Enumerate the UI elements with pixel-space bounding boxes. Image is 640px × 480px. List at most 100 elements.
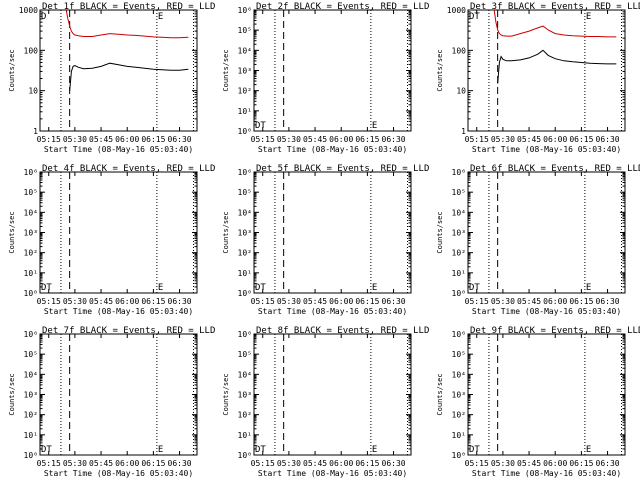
- y-axis-label: Counts/sec: [8, 211, 16, 253]
- marker-label-end: E: [372, 121, 377, 131]
- x-axis-label: Start Time (08-May-16 05:03:40): [472, 469, 621, 478]
- y-tick-label: 10⁰: [238, 451, 252, 460]
- y-tick-label: 10³: [24, 391, 38, 400]
- y-tick-label: 10⁶: [24, 330, 38, 339]
- marker-label-end: E: [586, 445, 591, 455]
- marker-label-end: E: [158, 283, 163, 293]
- y-tick-label: 10⁴: [452, 208, 466, 217]
- x-axis-label: Start Time (08-May-16 05:03:40): [472, 145, 621, 154]
- plot-title: Det 7f BLACK = Events, RED = LLD: [42, 326, 215, 336]
- y-tick-label: 10⁰: [452, 289, 466, 298]
- x-tick-label: 05:15: [251, 459, 275, 468]
- series-line-events: [497, 49, 617, 84]
- y-tick-label: 10⁶: [238, 6, 252, 15]
- x-tick-label: 05:15: [37, 135, 61, 144]
- y-tick-label: 10⁴: [238, 370, 252, 379]
- x-tick-label: 05:15: [251, 135, 275, 144]
- marker-label-start: DT: [255, 445, 266, 455]
- plot-title: Det 1f BLACK = Events, RED = LLD: [42, 2, 215, 12]
- x-tick-label: 05:15: [37, 459, 61, 468]
- x-tick-label: 05:45: [517, 135, 541, 144]
- marker-label-start: DT: [255, 283, 266, 293]
- x-tick-label: 06:30: [596, 297, 620, 306]
- detector-plot-5: Det 5f BLACK = Events, RED = LLD 10⁰ 10¹ 10…: [222, 164, 429, 316]
- y-tick-label: 10²: [238, 411, 252, 420]
- y-axis-label: Counts/sec: [222, 49, 230, 91]
- plot-title: Det 9f BLACK = Events, RED = LLD: [470, 326, 640, 336]
- y-tick-label: 10⁴: [238, 208, 252, 217]
- y-tick-label: 10⁴: [24, 370, 38, 379]
- plot-frame: [39, 333, 198, 456]
- plot-frame: [39, 171, 198, 294]
- y-tick-label: 1000: [19, 6, 38, 15]
- y-tick-label: 10⁴: [24, 208, 38, 217]
- x-tick-label: 06:00: [543, 459, 567, 468]
- plot-frame: [467, 9, 626, 132]
- x-axis-label: Start Time (08-May-16 05:03:40): [44, 145, 193, 154]
- marker-label-start: DT: [255, 121, 266, 131]
- detector-plot-6: Det 6f BLACK = Events, RED = LLD 10⁰ 10¹ 10…: [436, 164, 640, 316]
- x-tick-label: 05:45: [303, 297, 327, 306]
- x-tick-label: 06:30: [382, 297, 406, 306]
- y-tick-label: 10³: [452, 391, 466, 400]
- detector-plot-2: Det 2f BLACK = Events, RED = LLD 10⁰ 10¹ 10…: [222, 2, 429, 154]
- plot-title: Det 3f BLACK = Events, RED = LLD: [470, 2, 640, 12]
- x-tick-label: 05:30: [63, 135, 87, 144]
- y-tick-label: 10: [28, 87, 38, 96]
- x-tick-label: 05:15: [465, 135, 489, 144]
- marker-label-start: DT: [41, 283, 52, 293]
- y-tick-label: 10⁵: [238, 26, 252, 35]
- y-tick-label: 10⁰: [24, 289, 38, 298]
- y-tick-label: 10²: [24, 411, 38, 420]
- x-tick-label: 05:15: [37, 297, 61, 306]
- x-tick-label: 05:15: [465, 297, 489, 306]
- plot-title: Det 5f BLACK = Events, RED = LLD: [256, 164, 429, 174]
- marker-label-end: E: [586, 12, 591, 22]
- y-tick-label: 10⁰: [452, 451, 466, 460]
- x-tick-label: 06:15: [141, 459, 165, 468]
- y-tick-label: 10⁵: [24, 350, 38, 359]
- x-tick-label: 06:00: [329, 297, 353, 306]
- y-tick-label: 100: [452, 46, 467, 55]
- marker-label-start: DT: [469, 12, 480, 22]
- y-tick-label: 10¹: [238, 431, 252, 440]
- x-tick-label: 05:45: [517, 459, 541, 468]
- y-tick-label: 10⁶: [238, 168, 252, 177]
- plot-frame: [253, 171, 412, 294]
- x-tick-label: 05:30: [491, 459, 515, 468]
- x-tick-label: 06:00: [329, 135, 353, 144]
- marker-label-end: E: [158, 12, 163, 22]
- x-tick-label: 05:45: [89, 297, 113, 306]
- plot-title: Det 4f BLACK = Events, RED = LLD: [42, 164, 215, 174]
- marker-label-start: DT: [469, 283, 480, 293]
- y-tick-label: 10: [456, 87, 466, 96]
- detector-plot-7: Det 7f BLACK = Events, RED = LLD 10⁰ 10¹ 10…: [8, 326, 215, 478]
- y-tick-label: 10¹: [24, 269, 38, 278]
- y-tick-label: 10⁰: [238, 289, 252, 298]
- y-tick-label: 10²: [238, 87, 252, 96]
- x-tick-label: 06:00: [543, 297, 567, 306]
- x-tick-label: 05:45: [303, 135, 327, 144]
- y-axis-label: Counts/sec: [8, 49, 16, 91]
- marker-label-end: E: [586, 283, 591, 293]
- y-tick-label: 1: [461, 127, 466, 136]
- y-tick-label: 10³: [238, 67, 252, 76]
- y-tick-label: 10¹: [452, 269, 466, 278]
- y-tick-label: 1000: [447, 6, 466, 15]
- x-tick-label: 06:15: [141, 135, 165, 144]
- y-tick-label: 10²: [24, 249, 38, 258]
- y-tick-label: 100: [24, 46, 39, 55]
- y-axis-label: Counts/sec: [222, 211, 230, 253]
- y-tick-label: 10¹: [238, 269, 252, 278]
- plot-frame: [253, 333, 412, 456]
- x-tick-label: 06:30: [382, 459, 406, 468]
- x-tick-label: 06:30: [596, 135, 620, 144]
- x-tick-label: 05:30: [491, 297, 515, 306]
- y-tick-label: 10⁶: [452, 330, 466, 339]
- y-tick-label: 10⁶: [238, 330, 252, 339]
- x-tick-label: 05:45: [89, 459, 113, 468]
- plot-frame: [39, 9, 198, 132]
- marker-label-start: DT: [41, 445, 52, 455]
- detector-plot-1: Det 1f BLACK = Events, RED = LLD 1 10 100 10…: [8, 2, 215, 154]
